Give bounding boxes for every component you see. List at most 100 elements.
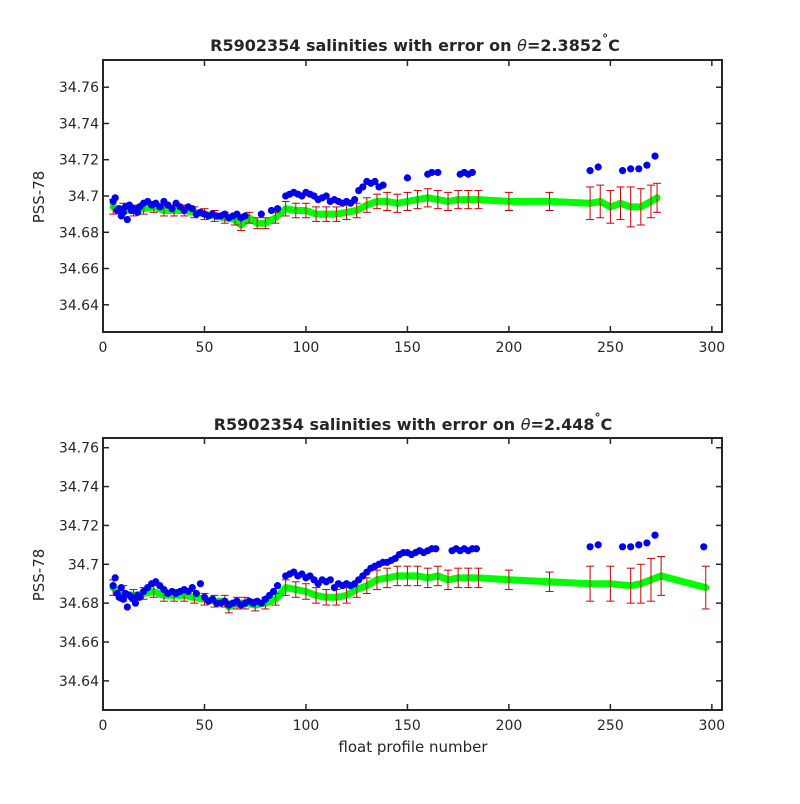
profile-point-top <box>468 168 476 177</box>
mapped-point-top <box>436 198 440 202</box>
profile-point-top <box>586 167 594 175</box>
x-tick-label-top: 200 <box>496 340 523 356</box>
axes-box-top <box>102 59 723 333</box>
mapped-point-bottom <box>466 576 470 580</box>
y-tick-label-bottom: 34.64 <box>59 674 99 690</box>
profile-point-bottom <box>192 589 200 598</box>
mapped-point-bottom <box>304 589 308 594</box>
mapped-point-bottom <box>476 576 481 580</box>
x-tick-label-bottom: 50 <box>196 718 214 734</box>
profile-point-top <box>168 205 176 213</box>
x-tick-label-bottom: 200 <box>496 718 523 734</box>
mapped-point-top <box>446 199 450 204</box>
x-tick-label-top: 150 <box>394 340 421 356</box>
mapped-point-bottom <box>395 574 399 578</box>
y-tick-label-top: 34.66 <box>59 262 99 278</box>
profile-point-top <box>133 208 142 216</box>
mapped-point-top <box>365 203 369 207</box>
profile-point-top <box>123 215 131 224</box>
mapped-point-bottom <box>547 580 552 584</box>
x-tick-label-bottom: 0 <box>99 718 108 734</box>
y-tick-label-bottom: 34.74 <box>59 480 99 496</box>
mapped-point-bottom <box>405 574 410 578</box>
profile-point-top <box>359 183 367 191</box>
mapped-point-bottom <box>294 587 298 592</box>
mapped-point-bottom <box>629 584 633 588</box>
profile-point-top <box>651 152 659 160</box>
y-tick-label-top: 34.68 <box>59 225 99 241</box>
mapped-point-bottom <box>284 586 288 590</box>
mapped-point-bottom <box>182 593 186 597</box>
profile-point-bottom <box>123 603 131 611</box>
profile-point-bottom <box>273 582 282 590</box>
mapped-point-bottom <box>415 574 420 578</box>
mapped-point-top <box>239 223 243 227</box>
mapped-point-bottom <box>385 576 389 580</box>
mapped-point-top <box>162 208 166 213</box>
mapped-point-top <box>547 199 552 204</box>
profile-point-top <box>635 165 643 173</box>
profile-point-bottom <box>651 531 659 539</box>
mapped-point-top <box>255 221 259 225</box>
profile-point-bottom <box>586 543 594 551</box>
y-tick-label-top: 34.76 <box>59 80 99 96</box>
profile-point-bottom <box>432 545 440 553</box>
x-tick-label-top: 100 <box>293 340 320 356</box>
profile-point-bottom <box>326 576 334 584</box>
mapped-point-bottom <box>273 597 278 601</box>
mapped-point-top <box>304 208 308 213</box>
mapped-point-bottom <box>649 578 653 582</box>
mapped-point-top <box>629 205 633 209</box>
x-tick-label-bottom: 300 <box>698 718 725 734</box>
mapped-point-bottom <box>659 574 663 578</box>
mapped-point-bottom <box>314 593 318 597</box>
y-tick-label-top: 34.74 <box>59 116 99 132</box>
profile-point-bottom <box>117 584 125 592</box>
mapped-point-top <box>649 199 653 204</box>
mapped-point-bottom <box>446 578 450 582</box>
profile-point-top <box>156 203 164 211</box>
mapped-point-bottom <box>436 574 440 578</box>
profile-point-bottom <box>131 599 140 607</box>
profile-point-bottom <box>119 595 127 603</box>
mapped-point-top <box>284 207 288 211</box>
mapped-point-top <box>375 199 379 204</box>
x-tick-label-top: 250 <box>597 340 624 356</box>
y-axis-label-bottom: PSS-78 <box>30 549 48 602</box>
mapped-point-bottom <box>324 595 328 599</box>
mapped-point-top <box>507 199 511 204</box>
mapped-point-top <box>456 198 460 202</box>
mapped-point-bottom <box>365 584 369 588</box>
profile-point-bottom <box>135 593 144 601</box>
y-tick-label-top: 34.72 <box>59 153 99 169</box>
mapped-point-top <box>588 201 592 205</box>
mapped-point-top <box>355 208 359 213</box>
mapped-point-top <box>334 212 338 216</box>
mapped-point-bottom <box>704 586 708 590</box>
axes-box-bottom <box>102 437 723 711</box>
mapped-point-bottom <box>456 576 460 580</box>
mapped-point-top <box>476 198 481 202</box>
mapped-point-bottom <box>344 593 349 597</box>
y-tick-label-bottom: 34.68 <box>59 596 99 612</box>
profile-point-bottom <box>269 587 278 596</box>
y-axis-label-top: PSS-78 <box>30 171 48 224</box>
mapped-point-top <box>385 199 389 204</box>
profile-point-bottom <box>111 574 119 582</box>
mapped-point-top <box>314 212 318 216</box>
profile-point-top <box>111 194 119 202</box>
mapped-point-bottom <box>507 578 511 582</box>
mapped-point-top <box>426 196 430 200</box>
y-tick-label-bottom: 34.66 <box>59 635 99 651</box>
mapped-point-top <box>466 198 470 202</box>
mapped-point-top <box>294 208 298 213</box>
profile-point-top <box>119 208 127 216</box>
profile-point-top <box>188 205 196 213</box>
profile-point-top <box>627 165 635 173</box>
profile-point-bottom <box>196 580 205 588</box>
mapped-point-bottom <box>426 576 430 580</box>
y-tick-label-top: 34.7 <box>68 189 99 205</box>
mapped-point-top <box>273 216 278 220</box>
profile-point-top <box>428 168 436 177</box>
